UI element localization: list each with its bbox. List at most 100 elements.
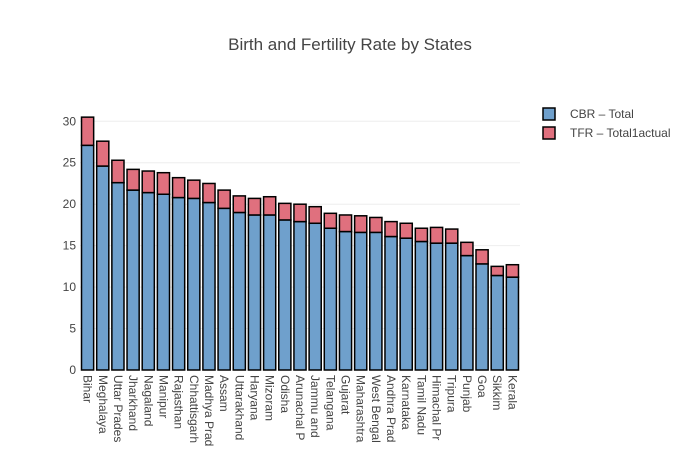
y-tick-label: 30	[63, 114, 77, 128]
bar-cbr	[262, 214, 277, 371]
x-tick-label: Himachal Pr	[430, 375, 444, 440]
x-tick-label: Uttarakhand	[232, 375, 246, 440]
x-tick-label: Manipur	[156, 375, 170, 418]
bar-cbr	[95, 165, 110, 371]
bar-tfr	[444, 228, 459, 244]
bar-cbr	[186, 197, 201, 371]
bar-tfr	[171, 176, 186, 199]
bar-tfr	[369, 216, 383, 234]
bar-tfr	[293, 203, 307, 223]
x-tick-label: Madhya Prad	[202, 375, 216, 446]
bar-tfr	[186, 179, 201, 200]
bar-tfr	[141, 170, 156, 194]
bar-cbr	[80, 144, 95, 371]
x-tick-label: Karnataka	[399, 375, 413, 430]
bar-tfr	[353, 215, 368, 234]
bar-tfr	[308, 205, 322, 225]
bar-tfr	[399, 222, 414, 239]
bar-tfr	[384, 220, 398, 238]
bar-cbr	[293, 220, 307, 371]
bar-tfr	[414, 227, 429, 243]
x-tick-label: Sikkim	[490, 375, 504, 410]
chart-title: Birth and Fertility Rate by States	[228, 35, 472, 54]
bar-cbr	[308, 222, 322, 371]
bar-cbr	[232, 211, 247, 371]
x-tick-label: Arunachal P	[293, 375, 307, 440]
x-tick-label: Punjab	[460, 375, 474, 413]
x-tick-label: Mizoram	[263, 375, 277, 421]
y-tick-label: 10	[63, 280, 77, 294]
x-tick-label: Assam	[217, 375, 231, 412]
x-tick-label: Maharashtra	[354, 375, 368, 443]
legend-label: TFR – Total1actual	[570, 126, 671, 140]
bar-tfr	[475, 249, 489, 265]
bar-tfr	[156, 171, 171, 195]
bar-cbr	[278, 219, 292, 371]
bar-cbr	[171, 196, 186, 371]
bar-tfr	[111, 159, 125, 184]
x-tick-label: Jharkhand	[126, 375, 140, 431]
bar-tfr	[460, 241, 474, 257]
bar-cbr	[369, 231, 383, 371]
bar-cbr	[126, 189, 140, 371]
bar-cbr	[505, 276, 520, 371]
legend-label: CBR – Total	[570, 107, 634, 121]
x-tick-label: Telangana	[323, 375, 337, 431]
bar-tfr	[126, 168, 140, 191]
legend: CBR – Total TFR – Total1actual	[542, 107, 671, 140]
legend-swatch	[542, 126, 556, 140]
legend-swatch	[542, 107, 556, 121]
bar-cbr	[429, 242, 444, 371]
bar-cbr	[384, 235, 398, 371]
bar-tfr	[429, 226, 444, 244]
plot-bars	[80, 116, 520, 371]
x-tick-label: Odisha	[278, 375, 292, 413]
bar-tfr	[278, 202, 292, 221]
x-tick-label: Bihar	[81, 375, 95, 403]
bar-tfr	[217, 189, 231, 210]
x-tick-label: Tamil Nadu	[414, 375, 428, 435]
bar-cbr	[323, 227, 338, 371]
x-tick-label: Nagaland	[141, 375, 155, 426]
bar-cbr	[156, 193, 171, 371]
bar-tfr	[202, 182, 216, 204]
bar-tfr	[323, 212, 338, 229]
bar-cbr	[490, 274, 505, 371]
bar-tfr	[505, 263, 520, 278]
x-tick-label: Chhattisgarh	[187, 375, 201, 443]
bar-cbr	[247, 214, 262, 371]
x-tick-label: West Bengal	[369, 375, 383, 443]
bar-tfr	[262, 195, 277, 216]
bar-cbr	[111, 181, 125, 371]
bar-cbr	[338, 230, 353, 371]
y-tick-label: 5	[69, 322, 76, 336]
bar-cbr	[460, 254, 474, 371]
bar-tfr	[247, 197, 262, 216]
y-tick-label: 25	[63, 156, 77, 170]
bar-tfr	[232, 195, 247, 214]
x-tick-label: Goa	[475, 375, 489, 398]
x-tick-label: Andhra Prad	[384, 375, 398, 442]
y-axis: 0 5 10 15 20 25 30	[63, 114, 77, 377]
x-axis: Bihar Meghalaya Uttar Prades Jharkhand Nagal…	[81, 375, 520, 446]
x-tick-label: Jammu and	[308, 375, 322, 438]
x-tick-label: Gujarat	[339, 375, 353, 415]
y-tick-label: 20	[63, 197, 77, 211]
x-tick-label: Meghalaya	[96, 375, 110, 434]
x-tick-label: Tripura	[445, 375, 459, 413]
bar-cbr	[399, 237, 414, 371]
y-tick-label: 0	[69, 363, 76, 377]
y-tick-label: 15	[63, 239, 77, 253]
bar-tfr	[490, 265, 505, 277]
bar-cbr	[217, 207, 231, 371]
bar-tfr	[80, 116, 95, 147]
x-tick-label: Uttar Prades	[111, 375, 125, 442]
bar-tfr	[95, 140, 110, 167]
bar-cbr	[141, 191, 156, 371]
x-tick-label: Rajasthan	[172, 375, 186, 429]
bar-cbr	[414, 240, 429, 371]
bar-tfr	[338, 214, 353, 233]
x-tick-label: Kerala	[505, 375, 519, 410]
bar-cbr	[475, 263, 489, 371]
